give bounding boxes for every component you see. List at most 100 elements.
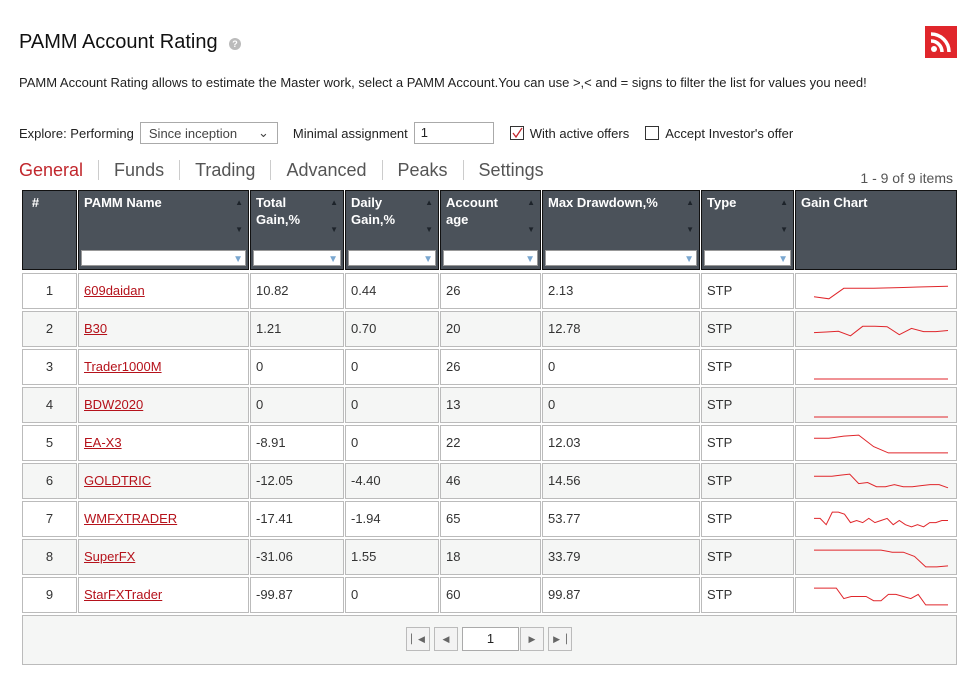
cell-col-max-drawdown: 53.77 <box>542 501 700 537</box>
sort-desc-icon[interactable]: ▼ <box>686 225 694 234</box>
cell-col-daily-gain: -1.94 <box>345 501 439 537</box>
sparkline-line <box>814 511 948 528</box>
header-col-account-age[interactable]: Account age ▲ ▼ ▼ <box>440 190 541 270</box>
cell-col-number: 3 <box>22 349 77 385</box>
cell-col-total-gain: 1.21 <box>250 311 344 347</box>
pamm-name-link[interactable]: GOLDTRIC <box>84 473 152 488</box>
column-filter-input[interactable]: ▼ <box>81 250 246 266</box>
page-input[interactable]: 1 <box>462 627 519 651</box>
cell-col-gain-chart <box>795 273 957 309</box>
cell-col-total-gain: -17.41 <box>250 501 344 537</box>
pamm-name-link[interactable]: Trader1000M <box>84 359 162 374</box>
pamm-name-link[interactable]: 609daidan <box>84 283 145 298</box>
investor-offer-checkbox[interactable] <box>645 126 660 140</box>
cell-col-pamm-name: Trader1000M <box>78 349 249 385</box>
cell-col-type: STP <box>701 387 794 423</box>
column-filter-input[interactable]: ▼ <box>253 250 341 266</box>
cell-col-total-gain: -8.91 <box>250 425 344 461</box>
sort-asc-icon[interactable]: ▲ <box>425 198 433 207</box>
question-icon[interactable]: ? <box>229 38 241 50</box>
pamm-name-link[interactable]: BDW2020 <box>84 397 144 412</box>
period-select[interactable]: Since inception ⌄ <box>139 122 278 144</box>
cell-col-account-age: 22 <box>440 425 541 461</box>
filter-icon[interactable]: ▼ <box>423 254 433 265</box>
cell-col-daily-gain: 1.55 <box>345 539 439 575</box>
sparkline-line <box>814 549 949 568</box>
cell-col-type: STP <box>701 273 794 309</box>
cell-col-max-drawdown: 14.56 <box>542 463 700 499</box>
column-filter-input[interactable]: ▼ <box>443 250 538 266</box>
column-filter-input[interactable]: ▼ <box>704 250 791 266</box>
header-label: Type <box>707 195 737 210</box>
tab-funds[interactable]: Funds <box>98 160 179 180</box>
cell-col-daily-gain: 0 <box>345 577 439 613</box>
cell-col-gain-chart <box>795 387 957 423</box>
header-col-type[interactable]: Type ▲ ▼ ▼ <box>701 190 794 270</box>
cell-col-max-drawdown: 33.79 <box>542 539 700 575</box>
cell-col-gain-chart <box>795 425 957 461</box>
cell-col-pamm-name: GOLDTRIC <box>78 463 249 499</box>
cell-col-type: STP <box>701 501 794 537</box>
cell-col-daily-gain: 0.70 <box>345 311 439 347</box>
header-label: Daily Gain,% <box>351 195 396 227</box>
sort-desc-icon[interactable]: ▼ <box>330 225 338 234</box>
header-col-max-drawdown[interactable]: Max Drawdown,% ▲ ▼ ▼ <box>542 190 700 270</box>
cell-col-daily-gain: 0 <box>345 387 439 423</box>
cell-col-gain-chart <box>795 311 957 347</box>
cell-col-number: 5 <box>22 425 77 461</box>
header-label: # <box>31 195 40 210</box>
sparkline-line <box>813 285 949 300</box>
header-label: Account age <box>446 195 498 227</box>
filter-icon[interactable]: ▼ <box>525 254 535 265</box>
pager: ▏◀ ◀ 1 ▶ ▶▕ <box>22 615 957 665</box>
cell-col-number: 6 <box>22 463 77 499</box>
header-col-daily-gain[interactable]: Daily Gain,% ▲ ▼ ▼ <box>345 190 439 270</box>
pamm-name-link[interactable]: WMFXTRADER <box>84 511 178 526</box>
gain-sparkline <box>814 511 948 528</box>
sort-asc-icon[interactable]: ▲ <box>686 198 694 207</box>
filter-icon[interactable]: ▼ <box>233 254 243 265</box>
tab-settings[interactable]: Settings <box>462 160 559 180</box>
prev-page-icon[interactable]: ◀ <box>434 627 458 651</box>
sparkline-line <box>813 325 949 337</box>
first-page-icon[interactable]: ▏◀ <box>406 627 430 651</box>
sort-asc-icon[interactable]: ▲ <box>235 198 243 207</box>
gain-sparkline <box>814 587 948 606</box>
sort-desc-icon[interactable]: ▼ <box>527 225 535 234</box>
sort-desc-icon[interactable]: ▼ <box>780 225 788 234</box>
filter-icon[interactable]: ▼ <box>684 254 694 265</box>
sort-asc-icon[interactable]: ▲ <box>527 198 535 207</box>
tab-general[interactable]: General <box>19 160 84 180</box>
pamm-name-link[interactable]: B30 <box>84 321 108 336</box>
cell-col-gain-chart <box>795 463 957 499</box>
cell-col-account-age: 26 <box>440 273 541 309</box>
column-filter-input[interactable]: ▼ <box>545 250 697 266</box>
next-page-icon[interactable]: ▶ <box>520 627 544 651</box>
rss-icon[interactable] <box>925 26 957 58</box>
pamm-name-link[interactable]: StarFXTrader <box>84 587 163 602</box>
tab-peaks[interactable]: Peaks <box>381 160 463 180</box>
page-title: PAMM Account Rating <box>19 31 218 53</box>
cell-col-number: 7 <box>22 501 77 537</box>
sort-asc-icon[interactable]: ▲ <box>780 198 788 207</box>
tab-advanced[interactable]: Advanced <box>270 160 381 180</box>
header-col-pamm-name[interactable]: PAMM Name ▲ ▼ ▼ <box>78 190 249 270</box>
cell-col-account-age: 26 <box>440 349 541 385</box>
active-offers-checkbox[interactable] <box>509 126 524 140</box>
pamm-name-link[interactable]: EA-X3 <box>84 435 122 450</box>
header-label: Total Gain,% <box>256 195 301 227</box>
min-assignment-input[interactable]: 1 <box>413 122 494 144</box>
last-page-icon[interactable]: ▶▕ <box>548 627 572 651</box>
column-filter-input[interactable]: ▼ <box>348 250 436 266</box>
cell-col-number: 4 <box>22 387 77 423</box>
sort-desc-icon[interactable]: ▼ <box>235 225 243 234</box>
filter-icon[interactable]: ▼ <box>328 254 338 265</box>
sort-asc-icon[interactable]: ▲ <box>330 198 338 207</box>
header-col-total-gain[interactable]: Total Gain,% ▲ ▼ ▼ <box>250 190 344 270</box>
header-col-gain-chart: Gain Chart <box>795 190 957 270</box>
tab-trading[interactable]: Trading <box>179 160 270 180</box>
pamm-name-link[interactable]: SuperFX <box>84 549 136 564</box>
cell-col-gain-chart <box>795 539 957 575</box>
sort-desc-icon[interactable]: ▼ <box>425 225 433 234</box>
filter-icon[interactable]: ▼ <box>778 254 788 265</box>
